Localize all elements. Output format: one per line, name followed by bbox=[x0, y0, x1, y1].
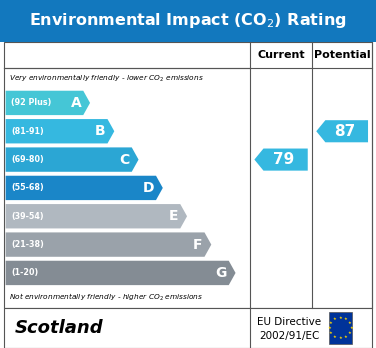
Text: Potential: Potential bbox=[314, 50, 370, 60]
Text: Environmental Impact (CO$_2$) Rating: Environmental Impact (CO$_2$) Rating bbox=[29, 10, 347, 30]
Text: 87: 87 bbox=[334, 124, 355, 139]
Text: ★: ★ bbox=[350, 326, 353, 330]
Text: (1-20): (1-20) bbox=[11, 268, 38, 277]
Bar bbox=[329, 311, 352, 345]
Text: Very environmentally friendly - lower CO$_2$ emissions: Very environmentally friendly - lower CO… bbox=[9, 73, 204, 84]
Text: (55-68): (55-68) bbox=[11, 183, 44, 192]
Text: ★: ★ bbox=[339, 337, 343, 340]
Text: ★: ★ bbox=[333, 335, 337, 339]
Text: Scotland: Scotland bbox=[15, 319, 104, 337]
Text: (81-91): (81-91) bbox=[11, 127, 44, 136]
Bar bbox=[4, 42, 372, 308]
Polygon shape bbox=[6, 176, 163, 200]
Text: E: E bbox=[169, 209, 178, 223]
Text: 79: 79 bbox=[273, 152, 294, 167]
Text: ★: ★ bbox=[327, 326, 331, 330]
Text: ★: ★ bbox=[344, 335, 348, 339]
Polygon shape bbox=[6, 91, 90, 115]
Bar bbox=[4, 308, 372, 348]
Text: (39-54): (39-54) bbox=[11, 212, 44, 221]
Text: ★: ★ bbox=[344, 317, 348, 321]
Text: ★: ★ bbox=[348, 331, 352, 335]
Text: A: A bbox=[71, 96, 81, 110]
Text: F: F bbox=[193, 238, 203, 252]
Text: D: D bbox=[143, 181, 154, 195]
Text: C: C bbox=[120, 152, 130, 167]
Text: 2002/91/EC: 2002/91/EC bbox=[259, 331, 320, 341]
Text: G: G bbox=[215, 266, 227, 280]
Polygon shape bbox=[6, 204, 187, 228]
Polygon shape bbox=[6, 119, 114, 143]
Text: (92 Plus): (92 Plus) bbox=[11, 98, 51, 108]
Bar bbox=[0, 0, 376, 42]
Polygon shape bbox=[6, 261, 235, 285]
Text: Not environmentally friendly - higher CO$_2$ emissions: Not environmentally friendly - higher CO… bbox=[9, 292, 204, 303]
Text: Current: Current bbox=[257, 50, 305, 60]
Text: ★: ★ bbox=[333, 317, 337, 321]
Polygon shape bbox=[316, 120, 368, 142]
Text: ★: ★ bbox=[348, 321, 352, 325]
Text: (21-38): (21-38) bbox=[11, 240, 44, 249]
Polygon shape bbox=[6, 148, 138, 172]
Text: (69-80): (69-80) bbox=[11, 155, 44, 164]
Text: ★: ★ bbox=[339, 316, 343, 319]
Text: ★: ★ bbox=[329, 331, 333, 335]
Text: B: B bbox=[95, 124, 106, 138]
Polygon shape bbox=[255, 149, 308, 171]
Text: EU Directive: EU Directive bbox=[258, 317, 321, 327]
Text: ★: ★ bbox=[329, 321, 333, 325]
Polygon shape bbox=[6, 232, 211, 257]
